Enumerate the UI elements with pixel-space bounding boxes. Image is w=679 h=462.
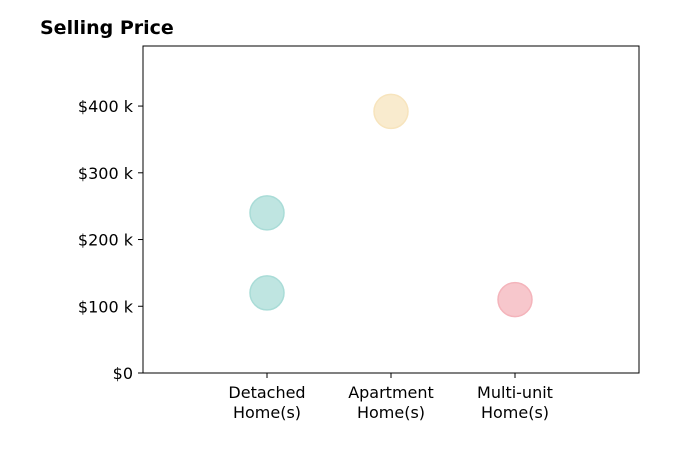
- data-point: [249, 195, 285, 231]
- x-tick-label: Home(s): [357, 403, 425, 422]
- x-tick-label: Multi-unit: [477, 383, 553, 402]
- y-tick-label: $0: [113, 364, 133, 383]
- data-point: [497, 281, 533, 318]
- plot-area: $0$100 k$200 k$300 k$400 kDetachedHome(s…: [78, 45, 640, 422]
- y-tick-label: $300 k: [78, 164, 134, 183]
- x-tick-label: Home(s): [233, 403, 301, 422]
- data-point: [373, 93, 409, 130]
- chart-title: Selling Price: [40, 17, 174, 39]
- data-point: [249, 275, 285, 311]
- y-tick-label: $400 k: [78, 97, 134, 116]
- x-tick-label: Apartment: [348, 383, 434, 402]
- x-tick-label: Detached: [228, 383, 305, 402]
- y-tick-label: $100 k: [78, 297, 134, 316]
- x-tick-label: Home(s): [481, 403, 549, 422]
- y-tick-label: $200 k: [78, 231, 134, 250]
